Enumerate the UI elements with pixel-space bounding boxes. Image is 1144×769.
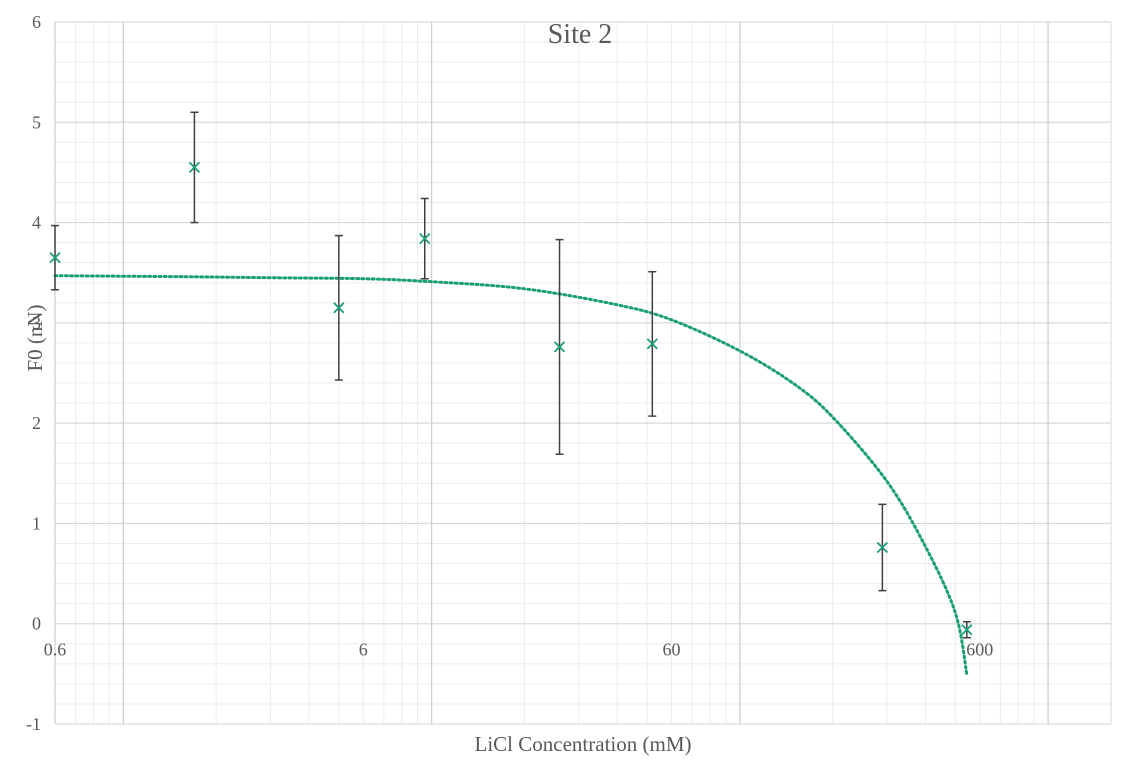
y-tick-label: 0	[32, 614, 41, 634]
data-point-marker	[646, 338, 658, 350]
data-point-marker	[333, 302, 345, 314]
chart-title: Site 2	[548, 19, 613, 50]
y-tick-label: 4	[32, 213, 41, 233]
x-tick-label: 6	[359, 640, 368, 660]
x-tick-labels: 0.6 6 60 600	[44, 640, 993, 660]
data-point-marker	[188, 161, 201, 174]
data-points	[49, 161, 973, 636]
x-tick-label: 600	[966, 640, 993, 660]
y-tick-label: 5	[32, 112, 41, 132]
y-tick-label: -1	[26, 714, 41, 734]
y-tick-label: 3	[32, 313, 41, 333]
y-tick-label: 6	[32, 12, 41, 32]
x-tick-label: 60	[662, 640, 680, 660]
y-axis-title: F0 (nN)	[23, 304, 47, 371]
minor-gridlines	[54, 22, 1111, 724]
data-point-marker	[49, 252, 61, 264]
x-tick-label: 0.6	[44, 640, 67, 660]
x-axis-title: LiCl Concentration (mM)	[475, 732, 692, 756]
y-tick-labels: -1 0 1 2 3 4 5 6	[26, 12, 41, 734]
data-point-marker	[419, 232, 431, 245]
data-point-marker	[876, 541, 889, 554]
major-gridlines	[54, 21, 1112, 725]
y-tick-label: 2	[32, 413, 41, 433]
data-point-marker	[553, 341, 566, 353]
y-tick-label: 1	[32, 513, 41, 533]
data-point-marker	[961, 624, 973, 636]
